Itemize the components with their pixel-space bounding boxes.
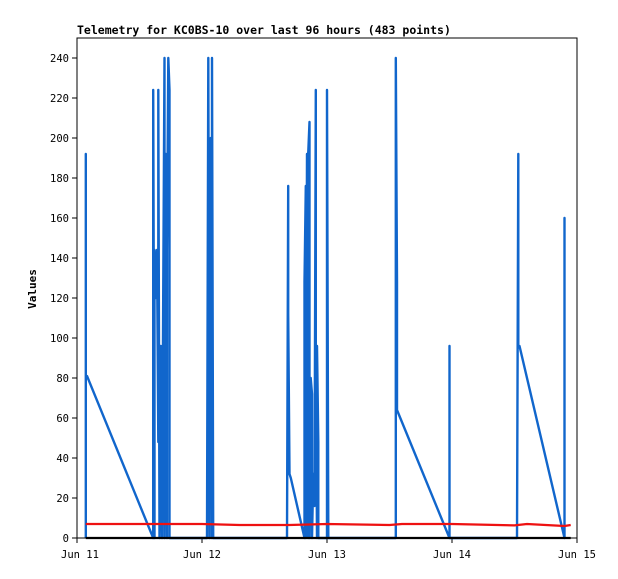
x-tick-label: Jun 14 (433, 549, 471, 561)
x-tick-label: Jun 13 (308, 549, 346, 561)
series-line-1 (85, 522, 571, 528)
x-tick-label: Jun 11 (61, 549, 99, 561)
data-series (84, 56, 571, 540)
y-tick-label: 100 (50, 333, 69, 345)
y-tick-label: 80 (56, 373, 69, 385)
y-tick-label: 20 (56, 493, 69, 505)
y-tick-label: 160 (50, 213, 69, 225)
y-axis-label: Values (26, 269, 39, 309)
y-tick-label: 120 (50, 293, 69, 305)
y-tick-label: 0 (63, 533, 69, 545)
x-tick-label: Jun 12 (183, 549, 221, 561)
y-tick-label: 180 (50, 173, 69, 185)
y-tick-label: 220 (50, 93, 69, 105)
y-tick-label: 40 (56, 453, 69, 465)
y-tick-label: 200 (50, 133, 69, 145)
y-axis-ticks: 0 20 40 60 80 100 120 140 160 180 200 220 240 (50, 53, 77, 545)
plot-frame (76, 37, 578, 539)
series-line-0 (84, 56, 566, 540)
y-tick-label: 60 (56, 413, 69, 425)
x-axis-ticks: Jun 11 Jun 12 Jun 13 Jun 14 Jun 15 (61, 538, 596, 561)
chart-title: Telemetry for KC0BS-10 over last 96 hour… (77, 23, 451, 37)
y-tick-label: 240 (50, 53, 69, 65)
x-tick-label: Jun 15 (558, 549, 596, 561)
y-tick-label: 140 (50, 253, 69, 265)
